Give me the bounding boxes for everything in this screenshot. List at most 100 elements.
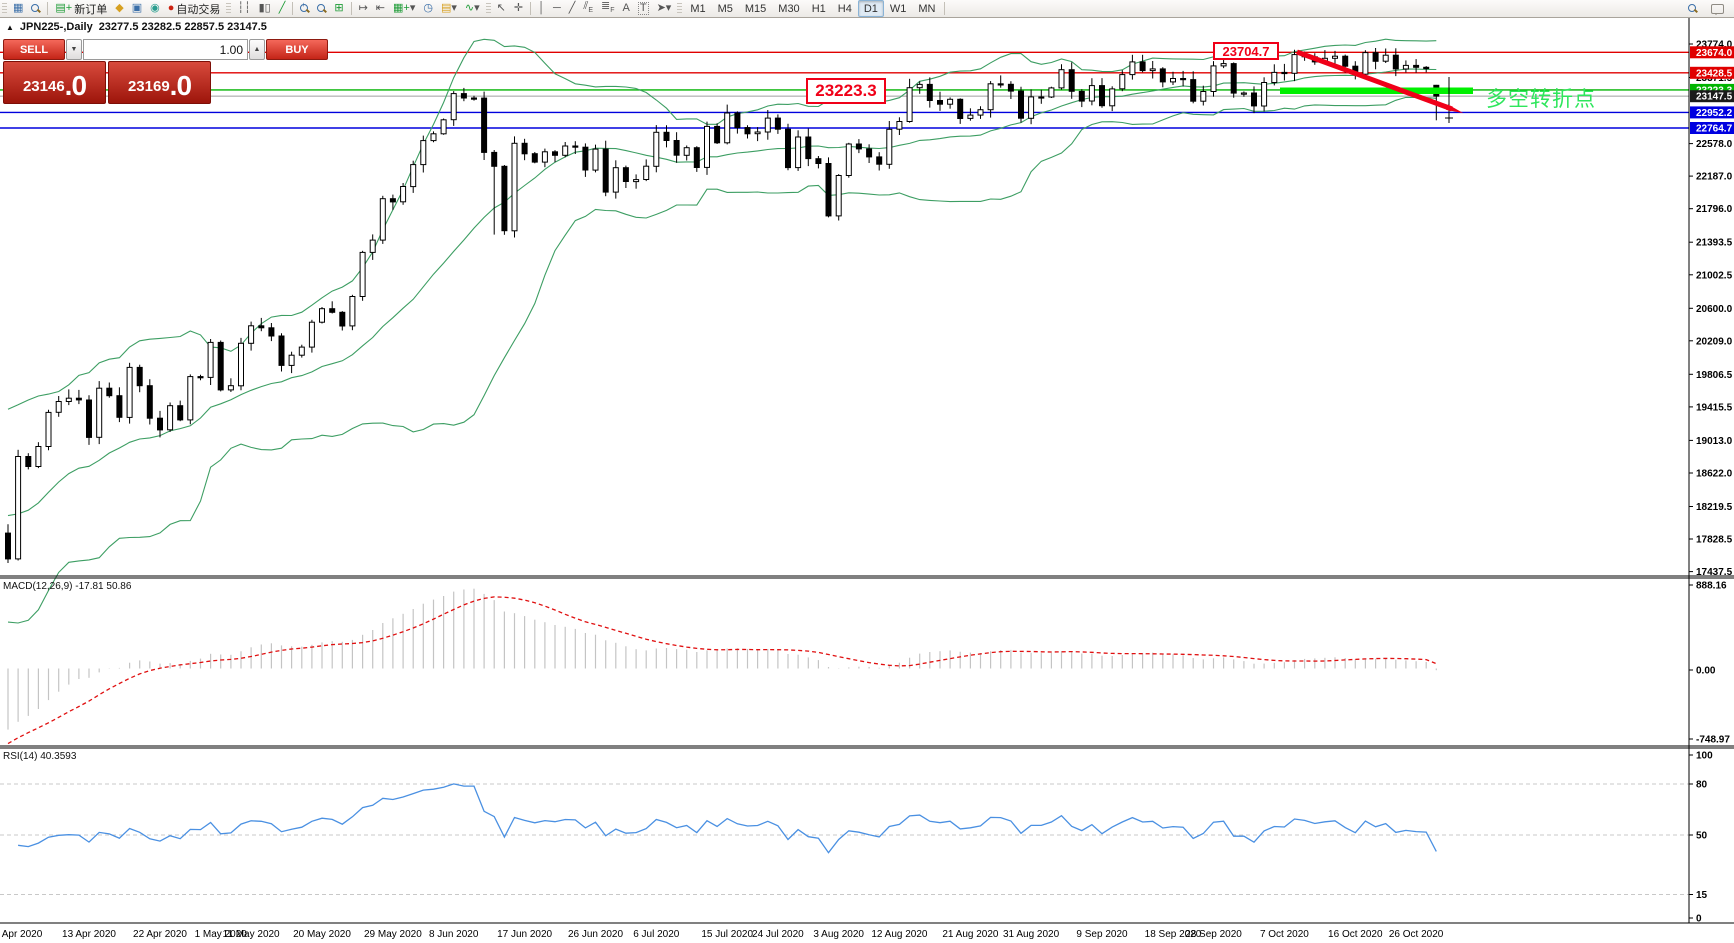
buy-price: 23169 bbox=[127, 78, 170, 95]
cursor-icon[interactable]: ↖ bbox=[496, 2, 506, 14]
svg-text:0.00: 0.00 bbox=[1696, 666, 1716, 677]
templates-icon[interactable]: ▤ ▾ bbox=[440, 2, 457, 14]
styler-icon[interactable]: ◆ bbox=[115, 2, 124, 14]
volume-input[interactable] bbox=[83, 39, 248, 60]
crosshair-icon[interactable]: ✛ bbox=[513, 2, 524, 14]
svg-text:20209.0: 20209.0 bbox=[1696, 336, 1733, 347]
svg-text:19013.0: 19013.0 bbox=[1696, 436, 1733, 447]
toolbar-grip bbox=[2, 2, 7, 15]
svg-text:19415.5: 19415.5 bbox=[1696, 402, 1733, 413]
timeframe-d1[interactable]: D1 bbox=[857, 0, 884, 17]
sell-price: 23146 bbox=[22, 78, 65, 95]
tile-windows-icon[interactable]: ⊞ bbox=[334, 2, 344, 14]
svg-text:15: 15 bbox=[1696, 890, 1708, 901]
svg-text:50: 50 bbox=[1696, 831, 1708, 842]
chart-shift-icon[interactable]: ⇤ bbox=[375, 2, 386, 14]
autotrading-icon: ● bbox=[167, 2, 175, 14]
svg-text:3 Aug 2020: 3 Aug 2020 bbox=[813, 929, 864, 940]
bar-chart-icon[interactable]: ┆┆ bbox=[237, 2, 251, 14]
horizontal-line-icon[interactable]: ─ bbox=[552, 2, 561, 14]
macd-values: -17.81 50.86 bbox=[75, 581, 132, 592]
timeframe-m15[interactable]: M15 bbox=[744, 2, 767, 15]
svg-text:9 Sep 2020: 9 Sep 2020 bbox=[1076, 929, 1128, 940]
timeframe-group: M1 M5 M15 M30 H1 H4 D1 W1 MN bbox=[684, 0, 941, 17]
new-order-button[interactable]: ▤+ 新订单 bbox=[51, 0, 111, 17]
turning-point-note[interactable]: 多空转折点 bbox=[1486, 87, 1596, 111]
svg-text:21002.5: 21002.5 bbox=[1696, 270, 1733, 281]
auto-scroll-icon[interactable]: ↦ bbox=[358, 2, 368, 14]
symbol-period-label: JPN225-,Daily bbox=[19, 21, 93, 33]
candlestick-chart-icon[interactable]: ▮▯ bbox=[258, 2, 271, 14]
direction-arrow-icon: ▲ bbox=[6, 22, 14, 32]
zoom-out-icon[interactable]: − bbox=[313, 0, 330, 17]
volume-decrease-button[interactable]: ▼ bbox=[66, 39, 82, 60]
svg-text:18219.5: 18219.5 bbox=[1696, 502, 1733, 513]
vertical-line-icon[interactable]: │ bbox=[538, 2, 545, 14]
svg-text:21796.0: 21796.0 bbox=[1696, 204, 1733, 215]
main-toolbar: ▦ ▤+ 新订单 ◆ ▣ ◉ ● 自动交易 ┆┆ ▮▯ ╱ + − ⊞ ↦ ⇤ … bbox=[0, 0, 1734, 18]
svg-text:0: 0 bbox=[1696, 914, 1702, 925]
preview-icon[interactable] bbox=[27, 0, 44, 17]
svg-text:6 Jul 2020: 6 Jul 2020 bbox=[633, 929, 680, 940]
svg-text:23774.0: 23774.0 bbox=[1696, 40, 1733, 51]
svg-text:21 Aug 2020: 21 Aug 2020 bbox=[942, 929, 999, 940]
new-chart-button[interactable]: ▦+ ▾ bbox=[393, 2, 416, 14]
sell-button[interactable]: SELL bbox=[3, 39, 65, 60]
trendline-icon[interactable]: ╱ bbox=[568, 2, 576, 14]
text-icon[interactable]: A bbox=[622, 2, 630, 14]
candles bbox=[5, 48, 1440, 563]
chat-icon[interactable] bbox=[1707, 0, 1728, 17]
chart-title: ▲ JPN225-,Daily 23277.5 23282.5 22857.5 … bbox=[6, 21, 267, 33]
profile-icon[interactable]: ▣ bbox=[131, 2, 143, 14]
svg-text:18622.0: 18622.0 bbox=[1696, 469, 1733, 480]
timeframe-w1[interactable]: W1 bbox=[889, 2, 907, 15]
rsi-value: 40.3593 bbox=[40, 751, 77, 762]
autotrading-button[interactable]: ● 自动交易 bbox=[164, 0, 225, 17]
zoom-in-icon[interactable]: + bbox=[296, 0, 313, 17]
fibonacci-icon[interactable]: ≣F bbox=[600, 0, 615, 15]
indicators-icon[interactable]: ∿ ▾ bbox=[464, 2, 480, 14]
svg-text:23147.5: 23147.5 bbox=[1696, 92, 1733, 103]
support-level-label[interactable]: 23223.3 bbox=[806, 78, 886, 104]
sell-price-button[interactable]: 23146 .0 bbox=[3, 61, 106, 104]
svg-text:12 Aug 2020: 12 Aug 2020 bbox=[871, 929, 928, 940]
svg-text:7 Oct 2020: 7 Oct 2020 bbox=[1260, 929, 1309, 940]
svg-text:1 May 2020: 1 May 2020 bbox=[195, 929, 248, 940]
svg-text:13 Apr 2020: 13 Apr 2020 bbox=[62, 929, 116, 940]
svg-text:18 Sep 2020: 18 Sep 2020 bbox=[1145, 929, 1202, 940]
channel-icon[interactable]: ⫽E bbox=[583, 0, 593, 15]
one-click-trading-panel: SELL ▼ ▲ BUY 23146 .0 23169 .0 bbox=[3, 39, 328, 104]
svg-text:20 May 2020: 20 May 2020 bbox=[293, 929, 351, 940]
svg-text:20600.0: 20600.0 bbox=[1696, 304, 1733, 315]
timeframe-m30[interactable]: M30 bbox=[778, 2, 800, 15]
timeframe-mn[interactable]: MN bbox=[918, 2, 936, 15]
svg-text:17 Jun 2020: 17 Jun 2020 bbox=[497, 929, 552, 940]
svg-text:888.16: 888.16 bbox=[1696, 581, 1727, 592]
svg-text:15 Jul 2020: 15 Jul 2020 bbox=[701, 929, 753, 940]
ohlc-values: 23277.5 23282.5 22857.5 23147.5 bbox=[98, 21, 267, 33]
svg-text:80: 80 bbox=[1696, 780, 1708, 791]
timeframe-h1[interactable]: H1 bbox=[811, 2, 826, 15]
macd-header: MACD(12,26,9) -17.81 50.86 bbox=[3, 581, 132, 592]
new-order-label: 新订单 bbox=[74, 3, 108, 16]
buy-price-button[interactable]: 23169 .0 bbox=[108, 61, 211, 104]
timeframe-m1[interactable]: M1 bbox=[690, 2, 706, 15]
arrows-icon[interactable]: ➤ ▾ bbox=[656, 2, 672, 14]
svg-text:26 Jun 2020: 26 Jun 2020 bbox=[568, 929, 623, 940]
svg-text:11 May 2020: 11 May 2020 bbox=[223, 929, 281, 940]
swing-high-label[interactable]: 23704.7 bbox=[1213, 42, 1279, 60]
period-icon[interactable]: ◷ bbox=[423, 2, 433, 14]
buy-button[interactable]: BUY bbox=[266, 39, 328, 60]
line-chart-icon[interactable]: ╱ bbox=[278, 2, 286, 14]
chart-window-icon[interactable]: ▦ bbox=[13, 2, 24, 14]
svg-text:29 May 2020: 29 May 2020 bbox=[364, 929, 422, 940]
timeframe-h4[interactable]: H4 bbox=[837, 2, 852, 15]
trend-arrow-head bbox=[1446, 104, 1464, 114]
signal-icon[interactable]: ◉ bbox=[150, 2, 160, 14]
timeframe-m5[interactable]: M5 bbox=[717, 2, 733, 15]
text-label-icon[interactable]: T bbox=[637, 2, 649, 15]
volume-increase-button[interactable]: ▲ bbox=[249, 39, 265, 60]
svg-text:22952.2: 22952.2 bbox=[1696, 108, 1733, 119]
search-icon[interactable] bbox=[1684, 0, 1701, 17]
